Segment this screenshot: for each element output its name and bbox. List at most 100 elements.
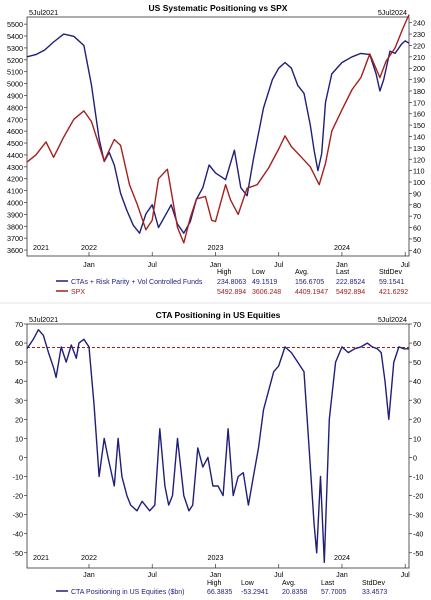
chart-2-ytick-right-label: 40 (413, 377, 421, 386)
chart-2-ytick-left-label: -30 (13, 511, 23, 520)
chart-1-month-label: Jan (210, 260, 222, 269)
chart-2-end-label: 5Jul2024 (378, 315, 407, 324)
chart-1-ytick-left-label: 4400 (7, 151, 23, 160)
chart-2-month-label: Jan (210, 570, 222, 579)
chart-2-ytick-left-label: 40 (15, 377, 23, 386)
chart-1-stats-header: High (217, 269, 232, 276)
chart-1-stats-value: 59.1541 (379, 279, 404, 286)
chart-1-ytick-right-label: 120 (413, 155, 425, 164)
chart-1-stats-header: Last (336, 269, 349, 276)
chart-2-ytick-left-label: -10 (13, 473, 23, 482)
chart-1-stats-header: Avg. (295, 269, 309, 276)
chart-1-ytick-right-label: 110 (413, 167, 424, 176)
chart-2-stats-header: StdDev (362, 580, 385, 587)
chart-2-stats-value: -53.2941 (241, 589, 269, 596)
chart-1-ytick-right-label: 200 (413, 64, 425, 73)
chart-1-stats-value: 5492.894 (217, 289, 246, 296)
chart-1-plot-frame (26, 16, 410, 257)
chart-2-ytick-left-label: -20 (13, 492, 23, 501)
chart-1-ytick-left-label: 4500 (7, 139, 23, 148)
chart-1-ytick-right-label: 70 (413, 212, 421, 221)
chart-2-ytick-left-label: -40 (13, 530, 23, 539)
chart-2-year-label: 2024 (334, 553, 350, 562)
chart-2-stats-header: Last (321, 580, 334, 587)
chart-1-ytick-left-label: 5200 (7, 56, 23, 65)
chart-1-ytick-left-label: 4900 (7, 91, 23, 100)
chart-1-ytick-left-label: 4000 (7, 198, 23, 207)
chart-1-ytick-right-label: 210 (413, 53, 425, 62)
chart-1-ytick-left-label: 5500 (7, 20, 23, 29)
chart-1-stats-value: 5492.894 (336, 289, 365, 296)
chart-2-ytick-right-label: 20 (413, 415, 421, 424)
chart-1-ytick-right-label: 80 (413, 201, 421, 210)
chart-2-stats-value: 57.7005 (321, 589, 346, 596)
chart-1-stats-value: 49.1519 (252, 279, 277, 286)
chart-2-stats-header: Avg. (282, 580, 296, 587)
chart-1-stats-value: 234.8063 (217, 279, 246, 286)
chart-2-ytick-left-label: 0 (19, 453, 23, 462)
chart-2-series-1-line (26, 329, 409, 563)
chart-2-ytick-right-label: -10 (413, 473, 423, 482)
chart-1-ytick-left-label: 3600 (7, 246, 23, 255)
chart-2-stats-header: High (207, 580, 222, 587)
chart-2-month-label: Jan (83, 570, 95, 579)
chart-1-year-label: 2021 (33, 243, 49, 252)
chart-2-ytick-right-label: -20 (413, 492, 423, 501)
chart-1-ytick-left-label: 4200 (7, 175, 23, 184)
chart-1: US Systematic Positioning vs SPX 3600 3700… (7, 3, 425, 296)
chart-1-end-label: 5Jul2024 (378, 8, 407, 17)
chart-2-year-label: 2022 (81, 553, 97, 562)
chart-2-ytick-right-label: 60 (413, 339, 421, 348)
chart-2-ytick-left-label: 20 (15, 415, 23, 424)
chart-2-legend-label: CTA Positioning in US Equities ($bn) (71, 589, 184, 596)
chart-1-ytick-right-label: 190 (413, 76, 425, 85)
chart-2-ytick-right-label: -50 (413, 549, 423, 558)
chart-2-ytick-left-label: 10 (15, 434, 23, 443)
chart-1-month-label: Jan (336, 260, 348, 269)
chart-1-ytick-right-label: 240 (413, 19, 425, 28)
chart-2-month-label: Jul (274, 570, 284, 579)
chart-2-ytick-right-label: 30 (413, 396, 421, 405)
chart-2-start-label: 5Jul2021 (29, 315, 58, 324)
chart-1-ytick-right-label: 160 (413, 110, 425, 119)
chart-1-stats-header: StdDev (379, 269, 402, 276)
chart-2: CTA Positioning in US Equities -50 -40 -30 -… (13, 310, 424, 596)
chart-2-year-label: 2023 (207, 553, 223, 562)
chart-1-ytick-right-label: 170 (413, 98, 425, 107)
chart-1-ytick-left-label: 3700 (7, 234, 23, 243)
chart-1-ytick-left-label: 4700 (7, 115, 23, 124)
chart-2-ytick-right-label: -30 (413, 511, 423, 520)
chart-1-stats-value: 156.6705 (295, 279, 324, 286)
chart-1-ytick-right-label: 90 (413, 189, 421, 198)
chart-1-stats-value: 421.6292 (379, 289, 408, 296)
chart-1-series-1-line (26, 33, 410, 234)
chart-1-ytick-left-label: 3800 (7, 222, 23, 231)
chart-2-ytick-right-label: 70 (413, 320, 421, 329)
chart-1-ytick-right-label: 100 (413, 178, 425, 187)
chart-1-ytick-right-label: 130 (413, 144, 425, 153)
chart-1-legend-label: CTAs + Risk Parity + Vol Controlled Fund… (71, 279, 203, 286)
chart-1-ytick-left-label: 4100 (7, 187, 23, 196)
chart-1-stats-header: Low (252, 269, 266, 276)
chart-2-ytick-left-label: 60 (15, 339, 23, 348)
chart-1-series-2-line (26, 14, 410, 244)
chart-2-plot-frame (26, 323, 410, 569)
chart-1-month-label: Jul (401, 260, 411, 269)
chart-1-ytick-right-label: 60 (413, 224, 421, 233)
chart-1-year-label: 2022 (81, 243, 97, 252)
chart-2-month-label: Jul (148, 570, 158, 579)
chart-1-ytick-left-label: 4300 (7, 163, 23, 172)
chart-2-month-label: Jul (401, 570, 411, 579)
chart-1-ytick-left-label: 5400 (7, 32, 23, 41)
chart-2-title: CTA Positioning in US Equities (156, 310, 281, 320)
chart-2-ytick-right-label: 10 (413, 434, 421, 443)
chart-1-year-label: 2024 (334, 243, 350, 252)
chart-2-ytick-right-label: -40 (413, 530, 423, 539)
chart-2-ytick-left-label: 30 (15, 396, 23, 405)
chart-2-ytick-left-label: -50 (13, 549, 23, 558)
chart-2-stats-header: Low (241, 580, 255, 587)
chart-1-ytick-left-label: 4800 (7, 103, 23, 112)
chart-1-legend-label: SPX (71, 289, 85, 296)
chart-1-month-label: Jan (83, 260, 95, 269)
